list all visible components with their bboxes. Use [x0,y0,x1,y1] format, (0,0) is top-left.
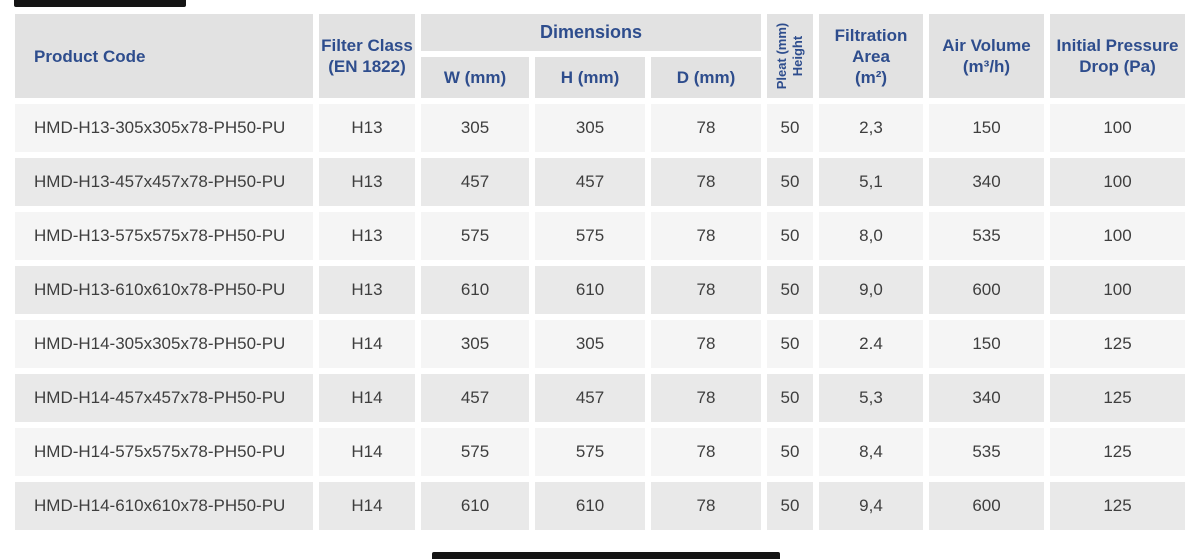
header-depth: D (mm) [651,57,761,98]
pressure-drop-cell: 125 [1050,374,1185,422]
filtration-area-cell: 9,0 [819,266,923,314]
product-code-cell: HMD-H13-305x305x78-PH50-PU [15,104,313,152]
height-cell: 457 [535,374,645,422]
filtration-area-cell: 2.4 [819,320,923,368]
header-height: H (mm) [535,57,645,98]
filtration-area-cell: 8,4 [819,428,923,476]
air-volume-cell: 535 [929,212,1044,260]
air-volume-cell: 150 [929,104,1044,152]
pleat-height-cell: 50 [767,158,813,206]
depth-cell: 78 [651,158,761,206]
filtration-area-cell: 5,1 [819,158,923,206]
depth-cell: 78 [651,428,761,476]
product-code-cell: HMD-H14-305x305x78-PH50-PU [15,320,313,368]
filter-class-cell: H13 [319,212,415,260]
width-cell: 305 [421,320,529,368]
height-cell: 305 [535,104,645,152]
product-code-cell: HMD-H13-457x457x78-PH50-PU [15,158,313,206]
filter-spec-table: Product Code Filter Class (EN 1822) Dime… [15,14,1185,530]
depth-cell: 78 [651,104,761,152]
product-code-cell: HMD-H13-610x610x78-PH50-PU [15,266,313,314]
depth-cell: 78 [651,212,761,260]
header-dimensions-group: Dimensions [421,14,761,51]
header-pressure-drop: Initial Pressure Drop (Pa) [1050,14,1185,98]
filter-class-cell: H14 [319,320,415,368]
height-cell: 610 [535,266,645,314]
width-cell: 610 [421,266,529,314]
pleat-height-cell: 50 [767,320,813,368]
pleat-rotated-text: Pleat (mm) Height [774,22,805,90]
filtration-area-cell: 8,0 [819,212,923,260]
width-cell: 457 [421,374,529,422]
filter-class-cell: H14 [319,482,415,530]
width-cell: 575 [421,428,529,476]
width-cell: 305 [421,104,529,152]
pressure-drop-cell: 100 [1050,266,1185,314]
pressure-drop-cell: 100 [1050,104,1185,152]
height-cell: 610 [535,482,645,530]
air-volume-cell: 600 [929,266,1044,314]
pressure-drop-cell: 125 [1050,428,1185,476]
header-width: W (mm) [421,57,529,98]
filtration-area-cell: 9,4 [819,482,923,530]
pressure-drop-cell: 100 [1050,158,1185,206]
height-cell: 457 [535,158,645,206]
bottom-edge-bar [432,552,780,559]
air-volume-cell: 150 [929,320,1044,368]
filtration-area-cell: 5,3 [819,374,923,422]
filter-class-cell: H13 [319,104,415,152]
air-volume-cell: 340 [929,374,1044,422]
filter-class-cell: H13 [319,266,415,314]
air-volume-cell: 340 [929,158,1044,206]
air-volume-cell: 535 [929,428,1044,476]
pleat-height-cell: 50 [767,104,813,152]
filter-class-cell: H14 [319,428,415,476]
pleat-height-cell: 50 [767,428,813,476]
depth-cell: 78 [651,266,761,314]
product-code-cell: HMD-H14-575x575x78-PH50-PU [15,428,313,476]
pressure-drop-cell: 100 [1050,212,1185,260]
width-cell: 457 [421,158,529,206]
header-filter-class: Filter Class (EN 1822) [319,14,415,98]
header-product-code-label: Product Code [34,46,146,66]
product-code-cell: HMD-H13-575x575x78-PH50-PU [15,212,313,260]
filter-class-cell: H13 [319,158,415,206]
pleat-height-cell: 50 [767,374,813,422]
height-cell: 575 [535,428,645,476]
depth-cell: 78 [651,320,761,368]
product-code-cell: HMD-H14-610x610x78-PH50-PU [15,482,313,530]
header-filtration-area: Filtration Area (m²) [819,14,923,98]
header-air-volume: Air Volume (m³/h) [929,14,1044,98]
height-cell: 305 [535,320,645,368]
air-volume-cell: 600 [929,482,1044,530]
header-pleat-height: Pleat (mm) Height [767,14,813,98]
product-code-cell: HMD-H14-457x457x78-PH50-PU [15,374,313,422]
pleat-height-cell: 50 [767,212,813,260]
header-product-code: Product Code [15,14,313,98]
filter-class-cell: H14 [319,374,415,422]
height-cell: 575 [535,212,645,260]
pleat-height-cell: 50 [767,266,813,314]
pressure-drop-cell: 125 [1050,482,1185,530]
depth-cell: 78 [651,482,761,530]
width-cell: 610 [421,482,529,530]
top-edge-bar [14,0,186,7]
filtration-area-cell: 2,3 [819,104,923,152]
depth-cell: 78 [651,374,761,422]
pleat-height-cell: 50 [767,482,813,530]
width-cell: 575 [421,212,529,260]
pressure-drop-cell: 125 [1050,320,1185,368]
